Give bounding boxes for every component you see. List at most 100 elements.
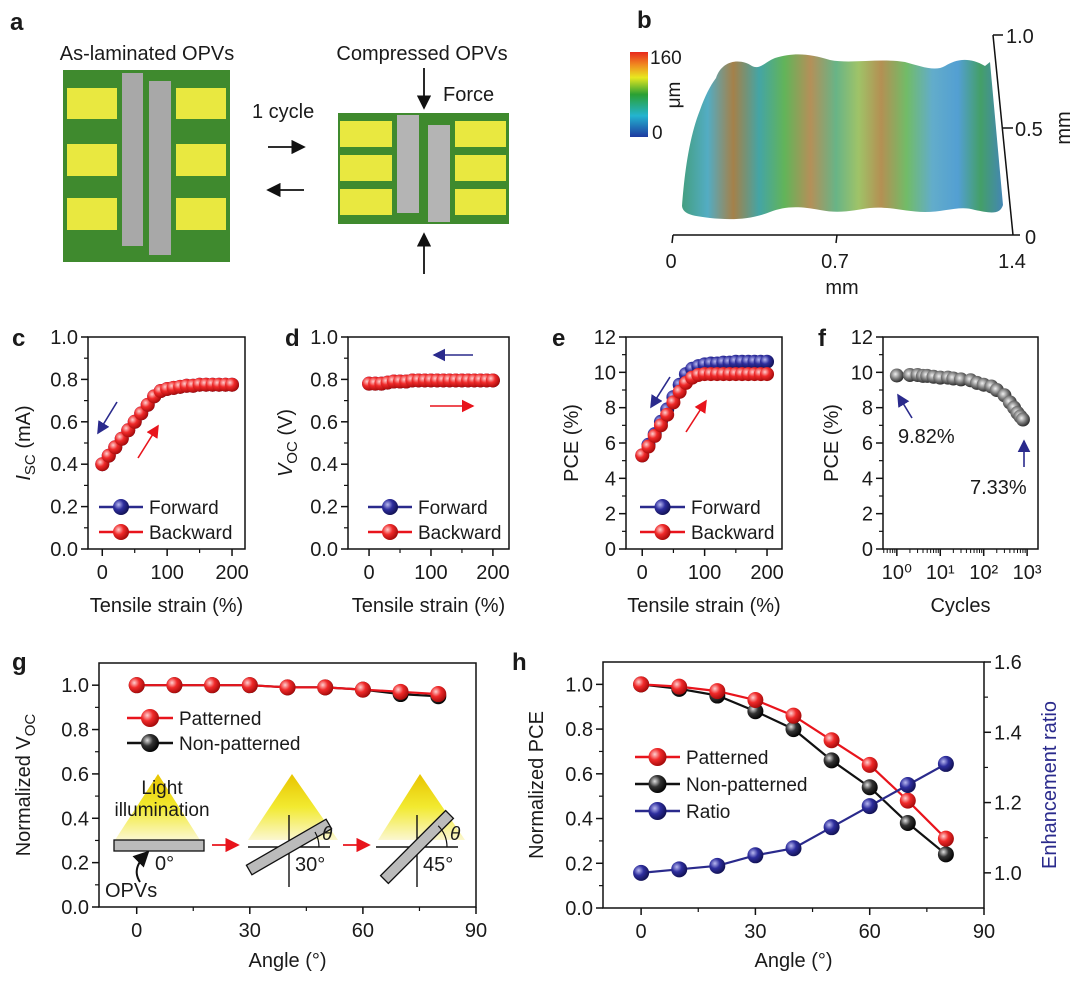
y-axis-label: ISC (mA) <box>13 405 39 480</box>
y-label-main: Normalized PCE <box>526 711 548 859</box>
opv-label: OPVs <box>105 880 157 902</box>
data-point <box>666 395 681 410</box>
x-tick-label: 100 <box>688 562 721 584</box>
series-backward <box>95 377 240 472</box>
y2-tick-label: 1.0 <box>994 863 1022 885</box>
legend-item-forward: Forward <box>640 498 761 519</box>
legend-marker <box>141 709 159 727</box>
data-point <box>861 756 878 773</box>
x-tick-label: 200 <box>215 562 248 584</box>
series-patterned <box>128 677 447 703</box>
y-tick-label: 12 <box>851 327 873 349</box>
y-axis-3d <box>992 34 1014 236</box>
legend-marker <box>382 524 398 540</box>
series-ratio <box>633 755 954 881</box>
legend-label: Non-patterned <box>686 775 807 796</box>
theta-label: θ <box>322 824 333 845</box>
compressed-title: Compressed OPVs <box>336 43 507 65</box>
x-axis-label: Tensile strain (%) <box>352 595 505 617</box>
legend-label: Backward <box>691 523 774 544</box>
data-point <box>899 815 916 832</box>
y-tick-label: 1.0 <box>50 327 78 349</box>
data-point <box>660 407 675 422</box>
x-tick-label: 0 <box>636 921 647 943</box>
legend-item-ratio: Ratio <box>635 802 730 823</box>
data-point <box>279 679 296 696</box>
legend-label: Patterned <box>686 748 768 769</box>
y-tick-label: 0.2 <box>565 853 593 875</box>
chart-e: 0 100 200 0 2 4 6 8 10 12 Tensile strain (%) PCE (%… <box>561 327 784 617</box>
y-tick-label: 10 <box>851 362 873 384</box>
y-axis-label: Normalized PCE <box>526 711 548 859</box>
y-tick-label: 8 <box>862 398 873 420</box>
y-tick-label: 0.4 <box>310 454 338 476</box>
backward-direction-arrow <box>137 424 159 459</box>
data-point <box>1015 412 1030 427</box>
data-point <box>823 732 840 749</box>
legend-marker <box>648 775 667 793</box>
y-tick-label: 0.2 <box>50 497 78 519</box>
colorbar-min: 0 <box>652 123 663 144</box>
y-tick-label: 0.8 <box>310 369 338 391</box>
panel-label-f: f <box>818 325 827 352</box>
series-backward <box>635 367 775 463</box>
legend-marker <box>113 524 129 540</box>
y-tick-label: 0.4 <box>50 454 78 476</box>
y-tick-0: 0 <box>1025 227 1036 249</box>
forward-direction-arrow <box>97 401 118 435</box>
angle-label: 30° <box>295 854 325 876</box>
legend-item-backward: Backward <box>99 523 232 544</box>
cycle-label: 1 cycle <box>252 101 314 123</box>
data-point <box>861 779 878 796</box>
data-point <box>823 819 840 836</box>
force-label: Force <box>443 84 494 106</box>
angle-label: 45° <box>423 854 453 876</box>
data-point <box>760 354 775 369</box>
data-point <box>747 692 764 709</box>
panel-b: b 160 0 μm 0 0.7 1.4 mm 1.0 0.5 0 mm <box>630 7 1075 299</box>
series-backward <box>362 373 500 391</box>
y-tick-label: 4 <box>605 468 616 490</box>
y-tick-label: 0.6 <box>50 412 78 434</box>
y2-axis-label: Enhancement ratio <box>1039 701 1061 869</box>
data-point <box>937 755 954 772</box>
angle-arc <box>437 825 448 848</box>
legend-label: Backward <box>418 523 501 544</box>
panel-label-g: g <box>12 649 27 676</box>
legend-item-non-patterned: Non-patterned <box>127 734 300 755</box>
legend-label: Forward <box>691 498 761 519</box>
y-tick-label: 0.0 <box>565 898 593 920</box>
y-tick-1.0: 1.0 <box>1006 26 1034 48</box>
y-tick-label: 1.0 <box>310 327 338 349</box>
angle-arc <box>314 831 320 848</box>
panel-a: a As-laminated OPVs Compressed OPVs 1 cy… <box>10 9 509 274</box>
data-point <box>317 679 334 696</box>
colorbar-unit: μm <box>664 82 685 109</box>
data-point <box>225 377 240 392</box>
data-point <box>641 439 656 454</box>
y-tick-label: 0.6 <box>61 764 89 786</box>
data-point <box>204 677 221 694</box>
chart-d: 0 100 200 0.0 0.2 0.4 0.6 0.8 1.0 Tensile strain … <box>275 327 510 617</box>
data-point <box>937 830 954 847</box>
x-tick-label: 0 <box>637 562 648 584</box>
panel-label-d: d <box>285 325 300 352</box>
data-point <box>823 752 840 769</box>
y-axis-label: VOC (V) <box>275 409 301 477</box>
data-point <box>861 798 878 815</box>
legend-label: Non-patterned <box>179 734 300 755</box>
legend-item-forward: Forward <box>368 498 488 519</box>
data-point <box>785 840 802 857</box>
chart-g: 0 30 60 90 0.0 0.2 0.4 0.6 0.8 1.0 Angle (°) Normal… <box>13 662 487 972</box>
y-tick-label: 6 <box>862 433 873 455</box>
series-non-patterned <box>633 676 954 863</box>
y-tick-label: 0.8 <box>61 720 89 742</box>
y-tick-label: 0.0 <box>61 897 89 919</box>
y-tick-label: 2 <box>862 504 873 526</box>
data-point <box>166 677 183 694</box>
data-point <box>241 677 258 694</box>
x-axis-label: Angle (°) <box>248 950 326 972</box>
pointer-arrow <box>132 850 150 883</box>
